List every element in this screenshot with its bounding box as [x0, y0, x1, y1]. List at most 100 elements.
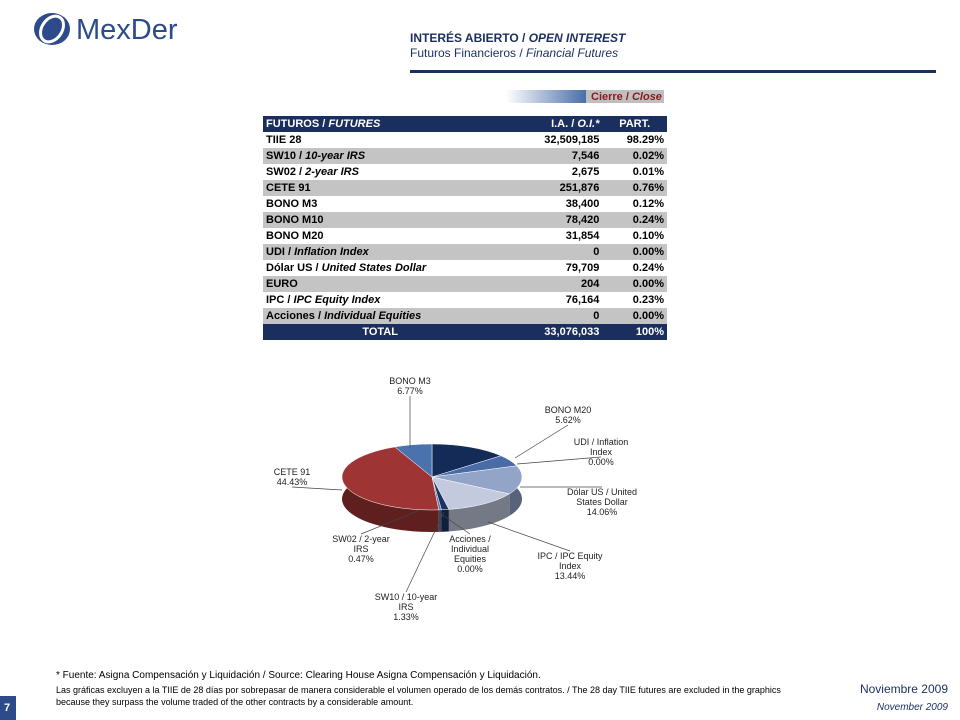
pie-slice: [394, 443, 433, 478]
source: * Fuente: Asigna Compensación y Liquidac…: [56, 670, 541, 681]
label-text: 6.77%: [397, 386, 423, 396]
cell: 0: [497, 244, 603, 260]
cell: IPC / IPC Equity Index: [266, 294, 381, 306]
cell: BONO M10: [263, 212, 498, 228]
cell: 100%: [602, 324, 667, 340]
leader-line: [291, 486, 343, 491]
cell: BONO M3: [266, 198, 318, 210]
cell: 2,675: [571, 166, 600, 178]
label-text: 0.47%: [348, 554, 374, 564]
pie-label: UDI / Inflation Index 0.00%: [566, 437, 636, 467]
cell: PART.: [602, 116, 667, 132]
pie-slice: [431, 443, 502, 478]
pie-label: BONO M20 5.62%: [538, 405, 598, 425]
cell: BONO M20: [266, 230, 324, 242]
cell: 7,546: [497, 148, 603, 164]
cell: SW02 / 2-year IRS: [266, 166, 359, 178]
cell: 78,420: [497, 212, 603, 228]
legend-label: Cierre / Close: [591, 91, 662, 103]
cell: 0.01%: [632, 166, 664, 178]
cell: 38,400: [565, 198, 600, 210]
table-row: UDI / Inflation Index 0 0.00%: [263, 244, 667, 260]
cell: 0.02%: [602, 148, 667, 164]
cell: FUTUROS / FUTURES: [263, 116, 498, 132]
label-text: 0.00%: [457, 564, 483, 574]
table-row: BONO M10 78,420 0.24%: [263, 212, 667, 228]
cell: TOTAL: [263, 324, 498, 340]
cell: 0.12%: [632, 198, 664, 210]
pie-label: SW02 / 2-year IRS 0.47%: [330, 534, 392, 564]
label-text: SW10 / 10-year IRS: [374, 592, 438, 612]
cell: 0.00%: [602, 276, 667, 292]
note: Las gráficas excluyen a la TIIE de 28 dí…: [56, 685, 781, 707]
cell: CETE 91: [263, 180, 498, 196]
subtitle: Futuros Financieros / Financial Futures: [410, 46, 619, 60]
header-row: FUTUROS / FUTURES I.A. / O.I.* PART.: [263, 116, 667, 132]
logo-icon: [39, 14, 65, 44]
title: INTERÉS ABIERTO / OPEN INTEREST: [410, 31, 626, 45]
label-text: SW02 / 2-year IRS: [332, 534, 390, 554]
cell: 0.24%: [632, 262, 664, 274]
table-row: BONO M20 31,854 0.10%: [263, 228, 667, 244]
pie-label: Dólar US / United States Dollar 14.06%: [562, 487, 642, 517]
cell: Dólar US / United States Dollar: [266, 262, 427, 274]
cell: 79,709: [565, 262, 600, 274]
table-row: BONO M3 38,400 0.12%: [263, 196, 667, 212]
page-tab: [0, 696, 16, 720]
table-row: CETE 91 251,876 0.76%: [263, 180, 667, 196]
pie-side: [441, 509, 449, 532]
cell: Acciones / Individual Equities: [263, 308, 498, 324]
date-en: November 2009: [876, 702, 948, 713]
pie-label: BONO M3 6.77%: [385, 376, 435, 396]
pie-slice: [341, 446, 440, 511]
pie-label: SW10 / 10-year IRS 1.33%: [370, 592, 442, 622]
label-text: 5.62%: [555, 415, 581, 425]
cell: EURO: [263, 276, 498, 292]
cell: 98.29%: [626, 134, 664, 146]
label-text: 13.44%: [554, 571, 586, 581]
cell: I.A. / O.I.*: [497, 116, 603, 132]
table-row: SW10 / 10-year IRS 7,546 0.02%: [263, 148, 667, 164]
label-text: Dólar US / United States Dollar: [566, 487, 638, 507]
cell: 32,509,185: [544, 134, 600, 146]
cell: 0.10%: [632, 230, 664, 242]
table-row: EURO 204 0.00%: [263, 276, 667, 292]
label-text: CETE 91: [273, 467, 311, 477]
pie-side: [448, 493, 510, 532]
cell: TIIE 28: [266, 134, 302, 146]
leader-line: [514, 424, 569, 459]
label-text: UDI / Inflation Index: [573, 437, 629, 457]
label-text: 0.00%: [588, 457, 614, 467]
logo: MexDer: [76, 14, 178, 46]
leader-line: [487, 521, 571, 552]
cell: 76,164: [565, 294, 600, 306]
table-row: Acciones / Individual Equities 0 0.00%: [263, 308, 667, 324]
date-es: Noviembre 2009: [859, 682, 948, 696]
legend-gradient: [506, 90, 586, 103]
label-text: BONO M3: [389, 376, 431, 386]
cell: 0: [497, 308, 603, 324]
pie-label: Acciones / Individual Equities 0.00%: [440, 534, 500, 574]
leader-line: [437, 511, 471, 535]
cell: 33,076,033: [497, 324, 603, 340]
cell: 251,876: [497, 180, 603, 196]
legend-box: [586, 90, 664, 103]
label-text: 44.43%: [276, 477, 308, 487]
cell: 0.00%: [602, 308, 667, 324]
label-text: 1.33%: [393, 612, 419, 622]
label-text: 14.06%: [586, 507, 618, 517]
cell: 204: [497, 276, 603, 292]
page-number: 7: [4, 702, 11, 714]
pie-label: IPC / IPC Equity Index 13.44%: [530, 551, 610, 581]
pie-label: CETE 91 44.43%: [262, 467, 322, 487]
label-text: IPC / IPC Equity Index: [537, 551, 603, 571]
table: FUTUROS / FUTURES I.A. / O.I.* PART. TIIE 2…: [263, 116, 667, 340]
cell: UDI / Inflation Index: [263, 244, 498, 260]
header-rule: [410, 70, 936, 73]
leader-line: [360, 509, 421, 535]
label-text: Acciones / Individual Equities: [449, 534, 491, 564]
table-row: Dólar US / United States Dollar 79,709 0.2…: [263, 260, 667, 276]
cell: 0.24%: [602, 212, 667, 228]
total-row: TOTAL 33,076,033 100%: [263, 324, 667, 340]
